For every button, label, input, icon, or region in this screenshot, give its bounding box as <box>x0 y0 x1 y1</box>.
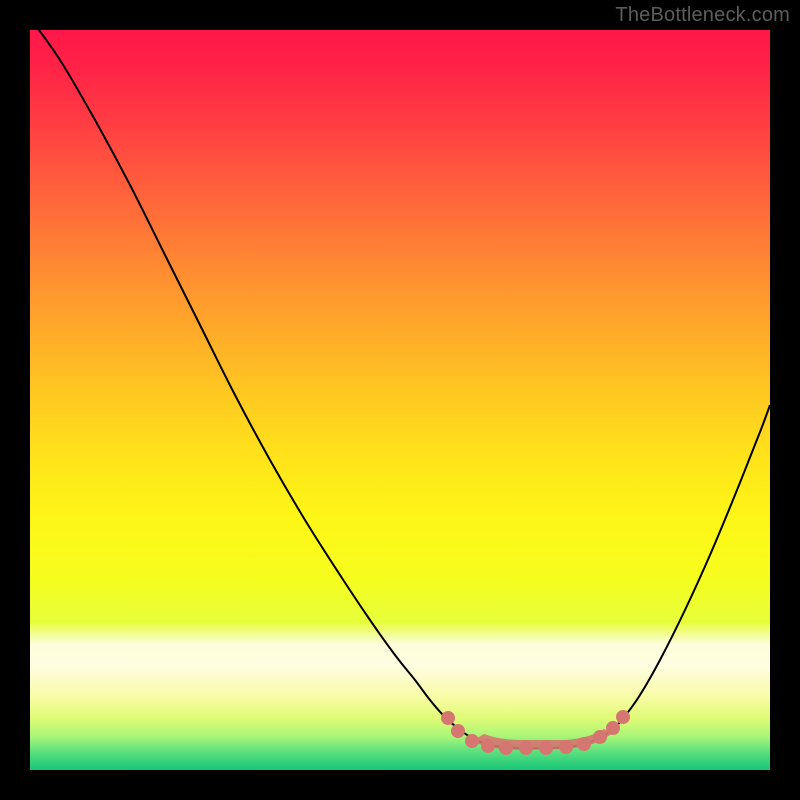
marker-dot <box>606 721 620 735</box>
marker-dot <box>441 711 455 725</box>
marker-dot <box>616 710 630 724</box>
marker-dot <box>577 737 591 751</box>
marker-dot <box>559 740 573 754</box>
marker-dot <box>451 724 465 738</box>
marker-dot <box>539 741 553 755</box>
marker-dot <box>499 741 513 755</box>
chart-svg <box>0 0 800 800</box>
marker-dot <box>481 739 495 753</box>
marker-dot <box>465 734 479 748</box>
bottleneck-chart <box>0 0 800 800</box>
plot-background <box>30 30 770 770</box>
marker-dot <box>519 741 533 755</box>
watermark-text: TheBottleneck.com <box>615 4 790 27</box>
marker-dot <box>593 730 607 744</box>
